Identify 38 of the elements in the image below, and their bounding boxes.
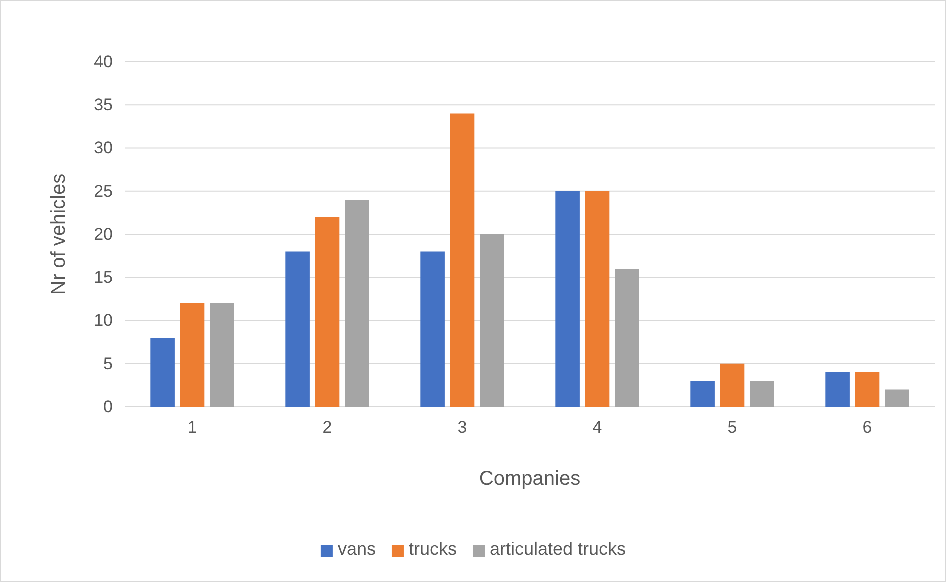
bar [885,390,910,407]
bar [556,191,580,407]
legend-label: trucks [408,539,457,559]
bar [450,114,475,407]
bar [615,269,640,407]
bar [585,191,610,407]
x-tick-label: 2 [322,418,332,438]
x-tick-label: 5 [728,418,738,438]
y-axis-title: Nr of vehicles [48,174,70,296]
y-tick-label: 15 [94,268,113,288]
x-axis-title: Companies [479,468,581,490]
bar [720,364,745,407]
y-tick-label: 0 [104,397,113,416]
bar [855,372,880,407]
y-tick-label: 10 [94,311,113,330]
bar [826,372,850,407]
x-tick-label: 3 [458,418,468,438]
x-tick-label: 4 [592,418,602,438]
y-tick-label: 25 [94,182,113,201]
bar [315,217,340,407]
bar [420,252,445,407]
bar [210,304,234,407]
bar [690,381,715,407]
bar [750,381,774,407]
bar [286,252,310,407]
bar [345,200,370,407]
bar [180,304,205,407]
bar [480,234,504,407]
bar [150,338,175,407]
x-tick-label: 1 [188,418,198,438]
legend-label: articulated trucks [490,539,626,559]
y-tick-label: 5 [104,354,113,374]
y-tick-label: 20 [94,224,113,244]
y-tick-label: 40 [94,52,113,72]
x-tick-label: 6 [862,418,872,438]
y-tick-label: 30 [94,138,113,158]
legend-label: vans [338,539,376,559]
y-tick-label: 35 [94,96,113,115]
